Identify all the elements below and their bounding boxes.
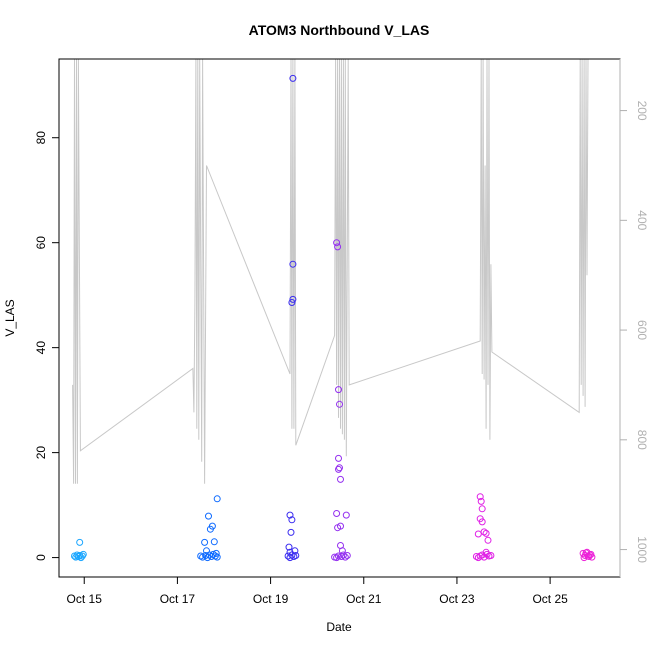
axes-layer: Oct 15 Oct 17 Oct 19 Oct 21 Oct 23 Oct 25 0 20 4…: [34, 58, 649, 606]
data-point: [292, 552, 300, 559]
data-point: [289, 260, 297, 268]
data-point: [477, 497, 485, 505]
chart-title: ATOM3 Northbound V_LAS: [249, 22, 430, 38]
x-tick-label: Oct 21: [346, 592, 382, 606]
data-point: [336, 464, 343, 472]
data-point: [474, 530, 482, 538]
data-point: [484, 536, 492, 544]
data-point: [580, 554, 588, 562]
data-point: [487, 552, 495, 559]
data-point: [288, 516, 296, 524]
data-point: [478, 518, 486, 526]
data-point: [335, 454, 342, 462]
data-point: [289, 295, 297, 303]
data-point: [287, 528, 295, 536]
data-point: [480, 528, 488, 536]
data-point: [201, 538, 209, 546]
data-point: [336, 400, 343, 408]
right-tick-label: 400: [635, 210, 649, 230]
data-point: [338, 547, 346, 555]
x-axis-label: Date: [326, 620, 352, 634]
x-tick-label: Oct 17: [160, 592, 196, 606]
data-point: [341, 553, 349, 561]
data-point: [337, 522, 344, 530]
data-point: [288, 551, 296, 559]
data-point: [284, 552, 292, 560]
data-point: [76, 538, 84, 546]
data-point: [342, 511, 350, 519]
data-point: [482, 529, 490, 537]
data-point: [333, 239, 341, 247]
data-point: [343, 552, 351, 559]
y-tick-label: 0: [34, 554, 48, 561]
depth-line-layer: [72, 58, 589, 484]
right-tick-label: 600: [635, 320, 649, 340]
data-point: [213, 495, 221, 503]
data-point: [212, 549, 220, 557]
depth-line: [72, 58, 589, 484]
data-point: [333, 510, 341, 517]
x-tick-label: Oct 25: [532, 592, 568, 606]
data-point: [335, 386, 342, 394]
data-point: [288, 299, 296, 306]
data-point: [483, 550, 491, 558]
data-point: [79, 550, 87, 558]
y-tick-label: 60: [34, 236, 48, 250]
y-tick-label: 40: [34, 341, 48, 355]
x-tick-label: Oct 15: [67, 592, 103, 606]
data-point: [335, 465, 342, 473]
data-point: [337, 475, 344, 483]
data-point: [208, 522, 216, 530]
data-point: [478, 505, 486, 513]
right-tick-label: 800: [635, 430, 649, 450]
data-point: [335, 552, 342, 560]
right-tick-label: 200: [635, 101, 649, 121]
x-tick-label: Oct 23: [439, 592, 475, 606]
data-point: [210, 538, 218, 546]
y-axis-label: V_LAS: [3, 299, 17, 336]
points-layer: [71, 74, 596, 562]
data-point: [476, 493, 484, 501]
data-point: [285, 543, 293, 551]
data-point: [213, 553, 221, 561]
data-point: [334, 243, 342, 251]
data-point: [205, 512, 212, 520]
data-point: [339, 551, 347, 559]
y-tick-label: 80: [34, 131, 48, 145]
data-point: [286, 511, 294, 519]
right-tick-label: 1000: [635, 536, 649, 563]
y-tick-label: 20: [34, 446, 48, 460]
data-point: [478, 551, 486, 559]
data-point: [289, 74, 297, 82]
data-point: [588, 553, 596, 561]
data-point: [586, 551, 594, 559]
x-tick-label: Oct 19: [253, 592, 289, 606]
data-point: [78, 552, 86, 560]
data-point: [333, 554, 341, 562]
